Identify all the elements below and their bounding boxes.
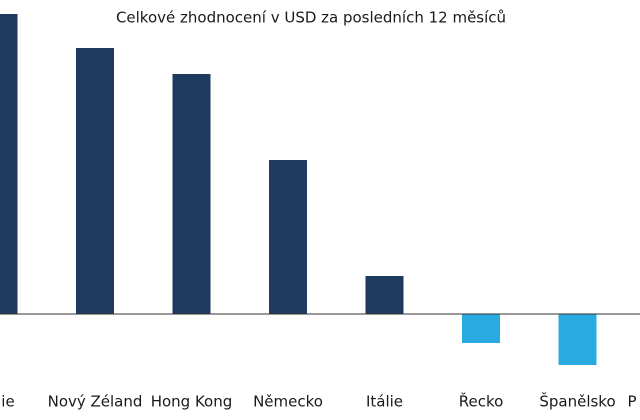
bar	[0, 14, 18, 314]
x-tick-label: Hong Kong	[151, 393, 233, 411]
bar	[365, 276, 404, 314]
chart-title: Celkové zhodnocení v USD za posledních 1…	[116, 9, 506, 27]
bar	[558, 314, 597, 365]
x-tick-label: ie	[1, 393, 14, 411]
x-tick-label: Německo	[253, 393, 323, 411]
x-tick-label: Španělsko	[539, 392, 615, 411]
bar	[76, 48, 114, 314]
x-tick-label: Nový Zéland	[48, 393, 143, 411]
bar	[172, 74, 211, 314]
x-tick-label: P	[627, 393, 636, 411]
bar	[269, 160, 307, 314]
bar	[462, 314, 500, 343]
x-tick-label: Řecko	[459, 392, 504, 411]
x-tick-label: Itálie	[366, 393, 403, 411]
